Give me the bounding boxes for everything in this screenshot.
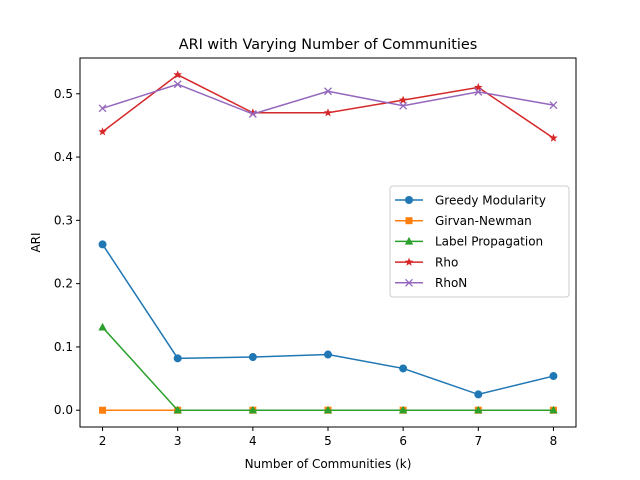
data-point-rhon	[324, 87, 332, 96]
legend-marker	[405, 217, 413, 225]
y-axis-label: ARI	[29, 232, 43, 252]
data-point-rho	[549, 133, 558, 142]
series-greedy-modularity	[98, 240, 558, 399]
data-point-label-propagation	[248, 405, 258, 414]
data-point-rhon	[248, 110, 257, 118]
y-tick-label: 0.2	[54, 277, 73, 291]
series-line-label-propagation	[101, 326, 554, 411]
legend-box	[389, 185, 570, 298]
legend-marker	[405, 278, 413, 287]
legend-item-greedy-modularity: Greedy Modularity	[395, 193, 546, 207]
data-point-rhon	[399, 101, 408, 110]
x-tick-label: 2	[99, 434, 107, 448]
legend-marker	[404, 257, 414, 266]
x-tick-label: 3	[174, 434, 182, 448]
data-point-greedy-modularity	[248, 353, 257, 362]
series-label-propagation	[98, 322, 558, 414]
chart-title: ARI with Varying Number of Communities	[179, 37, 478, 53]
x-tick-label: 4	[249, 434, 257, 448]
x-tick-label: 5	[324, 434, 332, 448]
legend-marker	[404, 236, 414, 245]
data-point-rhon	[98, 104, 107, 113]
data-point-greedy-modularity	[324, 350, 332, 359]
series-rhon	[98, 80, 558, 118]
legend-item-rhon: RhoN	[395, 276, 467, 290]
data-point-rhon	[474, 87, 483, 96]
x-tick-label: 6	[399, 434, 407, 448]
data-point-rho	[248, 108, 258, 117]
x-tick-label: 8	[550, 434, 558, 448]
data-point-greedy-modularity	[474, 390, 483, 399]
legend-item-girvan-newman: Girvan-Newman	[395, 214, 532, 228]
data-point-rho	[474, 82, 483, 92]
data-point-label-propagation	[398, 405, 408, 414]
legend-label: RhoN	[435, 276, 467, 290]
data-point-greedy-modularity	[98, 240, 107, 249]
legend-marker	[405, 196, 413, 204]
legend-label: Greedy Modularity	[435, 193, 546, 207]
legend-label: Label Propagation	[435, 235, 543, 249]
data-point-rho	[323, 108, 333, 117]
legend-label: Rho	[435, 255, 458, 269]
x-axis-label: Number of Communities (k)	[245, 457, 412, 471]
data-point-label-propagation	[173, 405, 182, 414]
data-point-label-propagation	[323, 405, 333, 414]
y-tick-label: 0.4	[54, 150, 73, 164]
data-point-girvan-newman	[99, 406, 107, 414]
data-point-greedy-modularity	[173, 354, 182, 363]
y-tick-label: 0.1	[54, 340, 73, 354]
y-tick-label: 0.5	[54, 87, 73, 101]
data-point-rho	[173, 70, 182, 79]
data-point-label-propagation	[474, 405, 483, 414]
data-point-label-propagation	[98, 322, 107, 331]
data-point-greedy-modularity	[549, 372, 558, 381]
x-tick-label: 7	[474, 434, 482, 448]
data-point-rhon	[549, 101, 558, 110]
legend-item-rho: Rho	[395, 255, 458, 269]
y-tick-label: 0.0	[54, 403, 73, 417]
data-point-rhon	[173, 80, 182, 89]
legend-item-label-propagation: Label Propagation	[395, 235, 543, 249]
y-tick-label: 0.3	[54, 213, 73, 227]
legend: Greedy Modularity Girvan-Newman Label Prop…	[389, 185, 570, 298]
data-point-greedy-modularity	[399, 364, 408, 373]
legend-label: Girvan-Newman	[435, 214, 532, 228]
data-point-rho	[98, 127, 107, 136]
series-line-rho	[102, 73, 554, 139]
data-point-rho	[398, 95, 408, 104]
series-rho	[98, 70, 558, 142]
data-point-label-propagation	[549, 405, 558, 414]
